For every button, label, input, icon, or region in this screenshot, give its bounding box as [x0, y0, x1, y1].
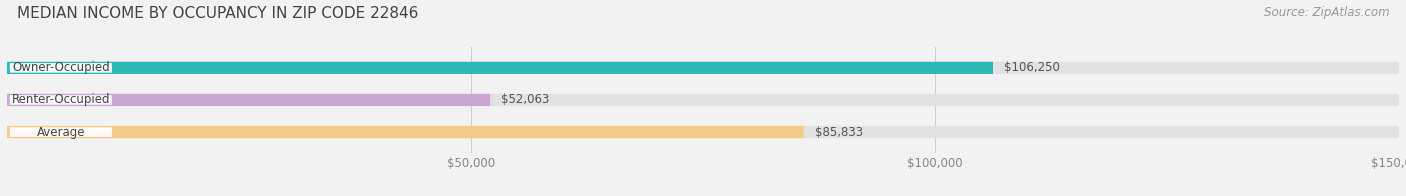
FancyBboxPatch shape	[10, 63, 112, 73]
Text: MEDIAN INCOME BY OCCUPANCY IN ZIP CODE 22846: MEDIAN INCOME BY OCCUPANCY IN ZIP CODE 2…	[17, 6, 418, 21]
FancyBboxPatch shape	[7, 126, 1399, 138]
FancyBboxPatch shape	[7, 62, 1399, 74]
FancyBboxPatch shape	[7, 94, 491, 106]
FancyBboxPatch shape	[10, 95, 112, 105]
Text: Average: Average	[37, 125, 86, 139]
Text: $52,063: $52,063	[502, 93, 550, 106]
FancyBboxPatch shape	[7, 62, 993, 74]
FancyBboxPatch shape	[7, 126, 803, 138]
FancyBboxPatch shape	[7, 94, 1399, 106]
Text: $85,833: $85,833	[814, 125, 863, 139]
Text: Owner-Occupied: Owner-Occupied	[13, 61, 110, 74]
FancyBboxPatch shape	[10, 127, 112, 137]
Text: Source: ZipAtlas.com: Source: ZipAtlas.com	[1264, 6, 1389, 19]
Text: $106,250: $106,250	[1004, 61, 1060, 74]
Text: Renter-Occupied: Renter-Occupied	[11, 93, 110, 106]
